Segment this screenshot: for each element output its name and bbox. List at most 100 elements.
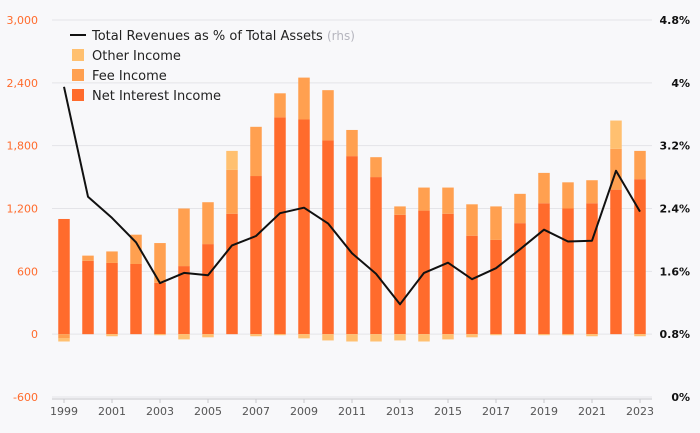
bar: [274, 93, 286, 118]
bar: [274, 334, 286, 336]
bar: [418, 334, 430, 342]
y-right-tick-label: 4%: [671, 77, 690, 90]
bar: [634, 334, 646, 337]
bars: [58, 77, 646, 342]
bar: [370, 177, 382, 335]
x-tick-label: 2003: [146, 405, 174, 418]
bar: [226, 169, 238, 214]
bar: [610, 148, 622, 190]
bar: [562, 208, 574, 335]
bar: [490, 334, 502, 336]
y-left-tick-label: -600: [13, 391, 38, 404]
bar: [106, 334, 118, 337]
bar: [130, 234, 142, 265]
y-right-tick-label: 0%: [671, 391, 690, 404]
y-right-tick-label: 0.8%: [659, 328, 690, 341]
bar: [538, 203, 550, 335]
bar: [58, 334, 70, 339]
bar: [634, 179, 646, 335]
bar: [154, 243, 166, 283]
bar: [274, 117, 286, 335]
y-left-tick-label: 600: [17, 265, 38, 278]
bar: [466, 235, 478, 335]
x-tick-label: 2013: [386, 405, 414, 418]
bar: [346, 156, 358, 335]
bar: [562, 334, 574, 336]
bar: [106, 262, 118, 335]
y-left-tick-label: 0: [31, 328, 38, 341]
legend-label-other: Other Income: [92, 49, 181, 64]
bar: [82, 255, 94, 261]
bar: [418, 187, 430, 211]
axes: -600 0 600 1,200 1,800 2,400 3,000 0% 0.8% 1.6% 2.…: [7, 14, 691, 418]
legend-swatch-fee: [72, 69, 84, 81]
bar: [538, 334, 550, 336]
bar: [58, 218, 70, 335]
x-tick-label: 2009: [290, 405, 318, 418]
bar: [346, 334, 358, 342]
bar: [226, 150, 238, 170]
bar: [106, 251, 118, 263]
legend-label-line: Total Revenues as % of Total Assets (rhs…: [91, 29, 355, 44]
bar: [226, 213, 238, 335]
bar: [82, 260, 94, 335]
legend-label-nii: Net Interest Income: [92, 89, 221, 104]
bar: [154, 334, 166, 336]
bar: [322, 90, 334, 141]
bar: [298, 334, 310, 339]
bar: [490, 206, 502, 240]
bar: [610, 120, 622, 149]
x-tick-label: 2023: [626, 405, 654, 418]
bar: [322, 334, 334, 341]
bar: [466, 334, 478, 338]
y-left-tick-label: 1,800: [7, 140, 39, 153]
bar: [442, 334, 454, 340]
bar: [178, 334, 190, 340]
bar: [394, 214, 406, 335]
bar: [538, 172, 550, 204]
bar: [130, 264, 142, 335]
y-right-tick-label: 1.6%: [659, 265, 690, 278]
x-tick-label: 2015: [434, 405, 462, 418]
bar: [610, 189, 622, 335]
bar: [586, 203, 598, 335]
x-tick-label: 2001: [98, 405, 126, 418]
y-right-tick-label: 3.2%: [659, 140, 690, 153]
bar: [562, 182, 574, 209]
legend: Total Revenues as % of Total Assets (rhs…: [70, 29, 355, 104]
bar: [250, 334, 262, 337]
x-tick-label: 2019: [530, 405, 558, 418]
bar: [394, 206, 406, 215]
bar: [514, 193, 526, 224]
bar: [442, 187, 454, 214]
bar: [250, 126, 262, 177]
bar: [346, 129, 358, 157]
x-tick-label: 2007: [242, 405, 270, 418]
legend-swatch-other: [72, 49, 84, 61]
x-tick-label: 2005: [194, 405, 222, 418]
x-tick-label: 2011: [338, 405, 366, 418]
bar: [202, 202, 214, 245]
bar: [58, 338, 70, 342]
y-left-tick-label: 2,400: [7, 77, 39, 90]
x-tick-label: 2021: [578, 405, 606, 418]
y-right-tick-label: 4.8%: [659, 14, 690, 27]
bar: [202, 244, 214, 335]
bar: [394, 334, 406, 341]
bar: [586, 180, 598, 204]
bar: [586, 334, 598, 337]
bar: [466, 204, 478, 236]
y-left-tick-label: 1,200: [7, 203, 39, 216]
x-tick-label: 1999: [50, 405, 78, 418]
bar: [202, 334, 214, 338]
bar: [442, 213, 454, 335]
legend-label-fee: Fee Income: [92, 69, 167, 84]
y-right-tick-label: 2.4%: [659, 203, 690, 216]
bar: [634, 150, 646, 180]
y-left-tick-label: 3,000: [7, 14, 39, 27]
bar: [154, 282, 166, 335]
x-tick-label: 2017: [482, 405, 510, 418]
bar: [490, 239, 502, 335]
bar: [178, 208, 190, 267]
